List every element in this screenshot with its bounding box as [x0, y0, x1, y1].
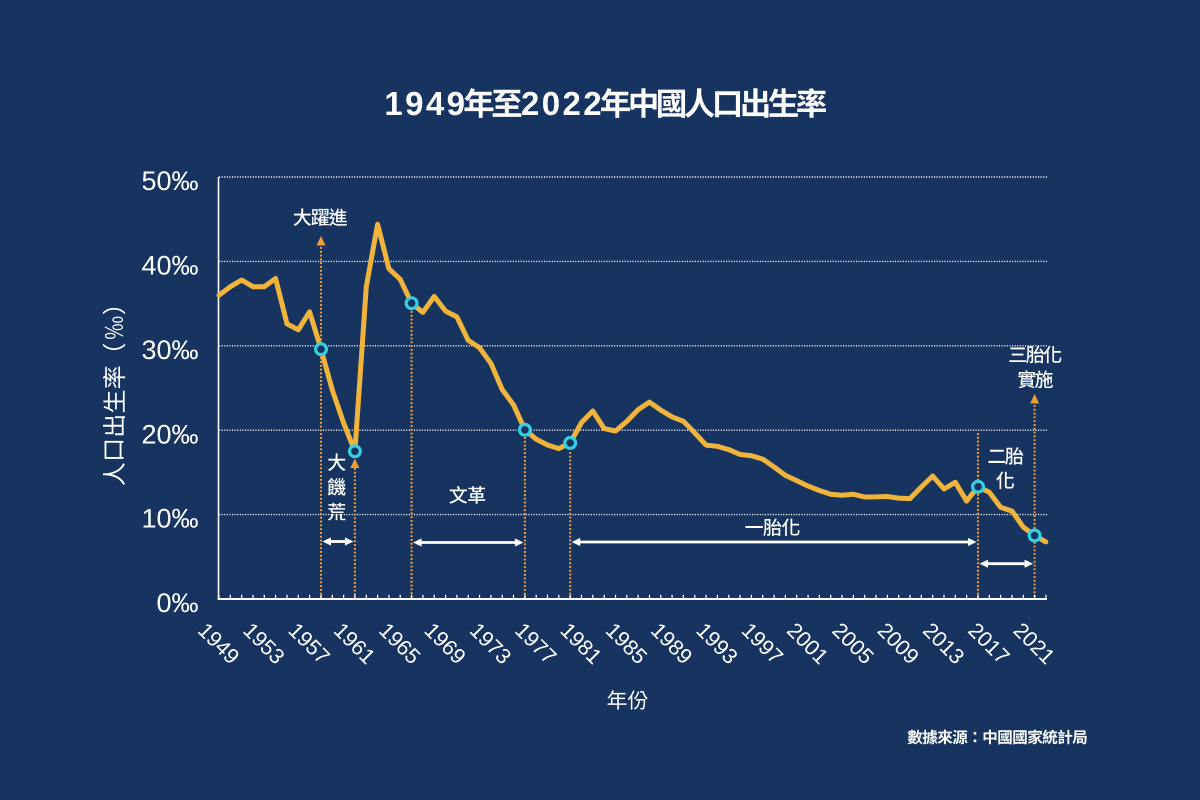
svg-text:0‰: 0‰ — [156, 588, 198, 618]
svg-text:40‰: 40‰ — [141, 251, 198, 281]
svg-text:1949: 1949 — [384, 85, 467, 122]
svg-text:50‰: 50‰ — [141, 166, 198, 196]
svg-text:2022: 2022 — [521, 85, 604, 122]
svg-text:10‰: 10‰ — [141, 504, 198, 534]
svg-text:30‰: 30‰ — [141, 335, 198, 365]
svg-text:20‰: 20‰ — [141, 419, 198, 449]
